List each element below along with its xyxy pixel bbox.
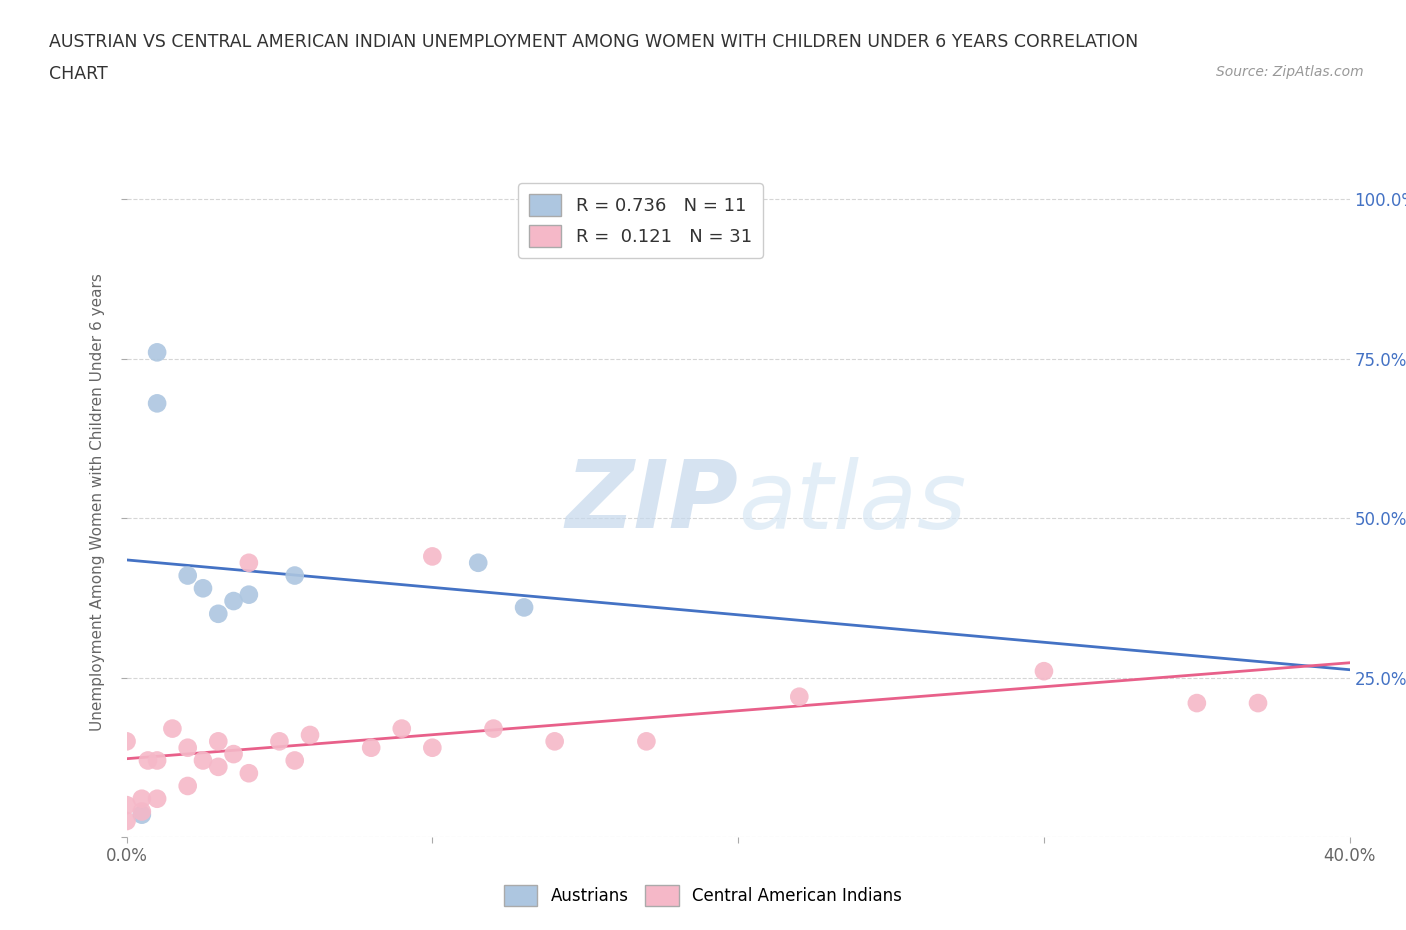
Text: Source: ZipAtlas.com: Source: ZipAtlas.com <box>1216 65 1364 79</box>
Point <box>238 587 260 602</box>
Point <box>207 734 229 749</box>
Legend: Austrians, Central American Indians: Austrians, Central American Indians <box>498 879 908 912</box>
Point <box>789 689 811 704</box>
Text: ZIP: ZIP <box>565 457 738 548</box>
Point <box>115 798 138 813</box>
Text: AUSTRIAN VS CENTRAL AMERICAN INDIAN UNEMPLOYMENT AMONG WOMEN WITH CHILDREN UNDER: AUSTRIAN VS CENTRAL AMERICAN INDIAN UNEM… <box>49 33 1139 50</box>
Point <box>1033 664 1056 679</box>
Point <box>131 791 153 806</box>
Point <box>284 568 307 583</box>
Point <box>222 593 245 608</box>
Point <box>269 734 291 749</box>
Point <box>177 778 200 793</box>
Text: CHART: CHART <box>49 65 108 83</box>
Point <box>207 760 229 775</box>
Point <box>513 600 536 615</box>
Point <box>115 814 138 829</box>
Point <box>146 791 169 806</box>
Point <box>146 396 169 411</box>
Point <box>1185 696 1208 711</box>
Point <box>136 753 159 768</box>
Point <box>177 740 200 755</box>
Text: atlas: atlas <box>738 457 966 548</box>
Point <box>222 747 245 762</box>
Point <box>146 753 169 768</box>
Legend: R = 0.736   N = 11, R =  0.121   N = 31: R = 0.736 N = 11, R = 0.121 N = 31 <box>517 183 762 258</box>
Point <box>467 555 489 570</box>
Point <box>391 721 413 736</box>
Point <box>177 568 200 583</box>
Point <box>207 606 229 621</box>
Point <box>422 740 444 755</box>
Point <box>544 734 567 749</box>
Point <box>636 734 658 749</box>
Point <box>131 807 153 822</box>
Point <box>299 727 322 742</box>
Point <box>238 765 260 780</box>
Point <box>162 721 184 736</box>
Point <box>360 740 382 755</box>
Point <box>422 549 444 564</box>
Point <box>284 753 307 768</box>
Point <box>115 734 138 749</box>
Point <box>482 721 505 736</box>
Point <box>146 345 169 360</box>
Point <box>191 581 214 596</box>
Point <box>238 555 260 570</box>
Y-axis label: Unemployment Among Women with Children Under 6 years: Unemployment Among Women with Children U… <box>90 273 105 731</box>
Point <box>1247 696 1270 711</box>
Point <box>131 804 153 819</box>
Point <box>191 753 214 768</box>
